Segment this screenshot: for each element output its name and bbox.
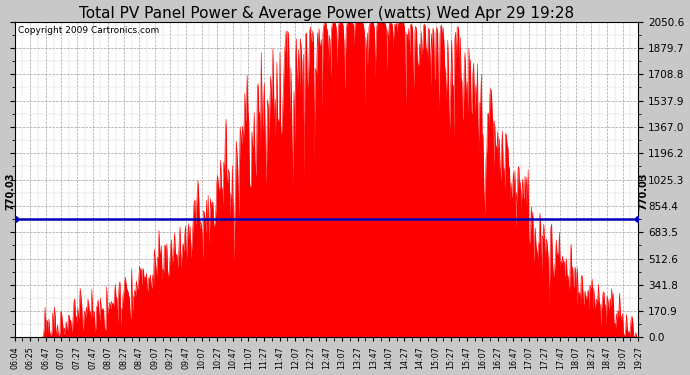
Text: 770.03: 770.03 xyxy=(638,172,648,210)
Title: Total PV Panel Power & Average Power (watts) Wed Apr 29 19:28: Total PV Panel Power & Average Power (wa… xyxy=(79,6,574,21)
Text: 770.03: 770.03 xyxy=(5,172,15,210)
Text: Copyright 2009 Cartronics.com: Copyright 2009 Cartronics.com xyxy=(18,27,159,36)
